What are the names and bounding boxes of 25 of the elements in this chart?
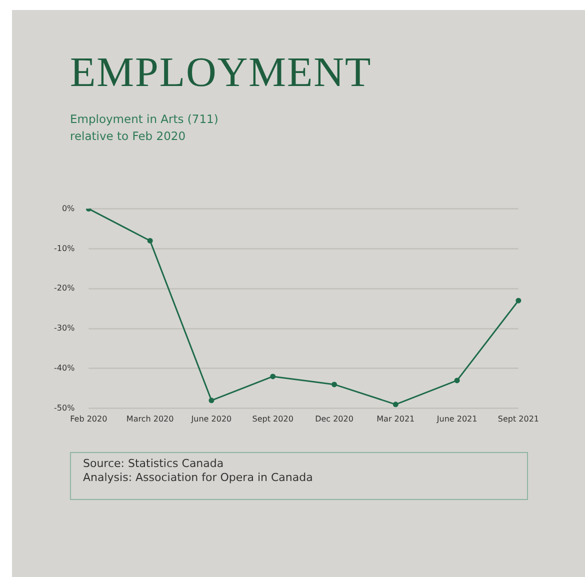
x-tick-label: Sept 2021 <box>498 414 540 424</box>
text: Analysis: Association for Opera in Canada <box>83 471 314 485</box>
point <box>208 398 214 404</box>
chart-title: EMPLOYMENT <box>70 50 372 96</box>
x-tick-label: Mar 2021 <box>376 414 415 424</box>
x-tick-label: March 2020 <box>126 414 174 424</box>
point <box>516 298 522 304</box>
point <box>147 238 153 244</box>
x-tick-label: June 2020 <box>190 414 232 424</box>
y-tick-label: 0% <box>62 204 76 213</box>
x-tick-label: Sept 2020 <box>252 414 294 424</box>
y-tick-label: -10% <box>54 244 76 253</box>
x-tick-label: Feb 2020 <box>70 414 108 424</box>
x-tick-label: Dec 2020 <box>315 414 354 424</box>
y-tick-label: -30% <box>54 324 76 333</box>
point <box>332 382 338 388</box>
y-tick-label: -50% <box>54 403 76 412</box>
y-tick-label: -40% <box>54 364 76 373</box>
point <box>454 378 460 384</box>
chart-subtitle: Employment in Arts (711) relative to Feb 2020 <box>70 111 218 145</box>
point <box>270 374 276 380</box>
point <box>392 402 398 408</box>
y-tick-label: -20% <box>54 284 76 293</box>
source-note: Source: Statistics Canada <box>83 457 225 471</box>
x-tick-label: June 2021 <box>436 414 478 424</box>
